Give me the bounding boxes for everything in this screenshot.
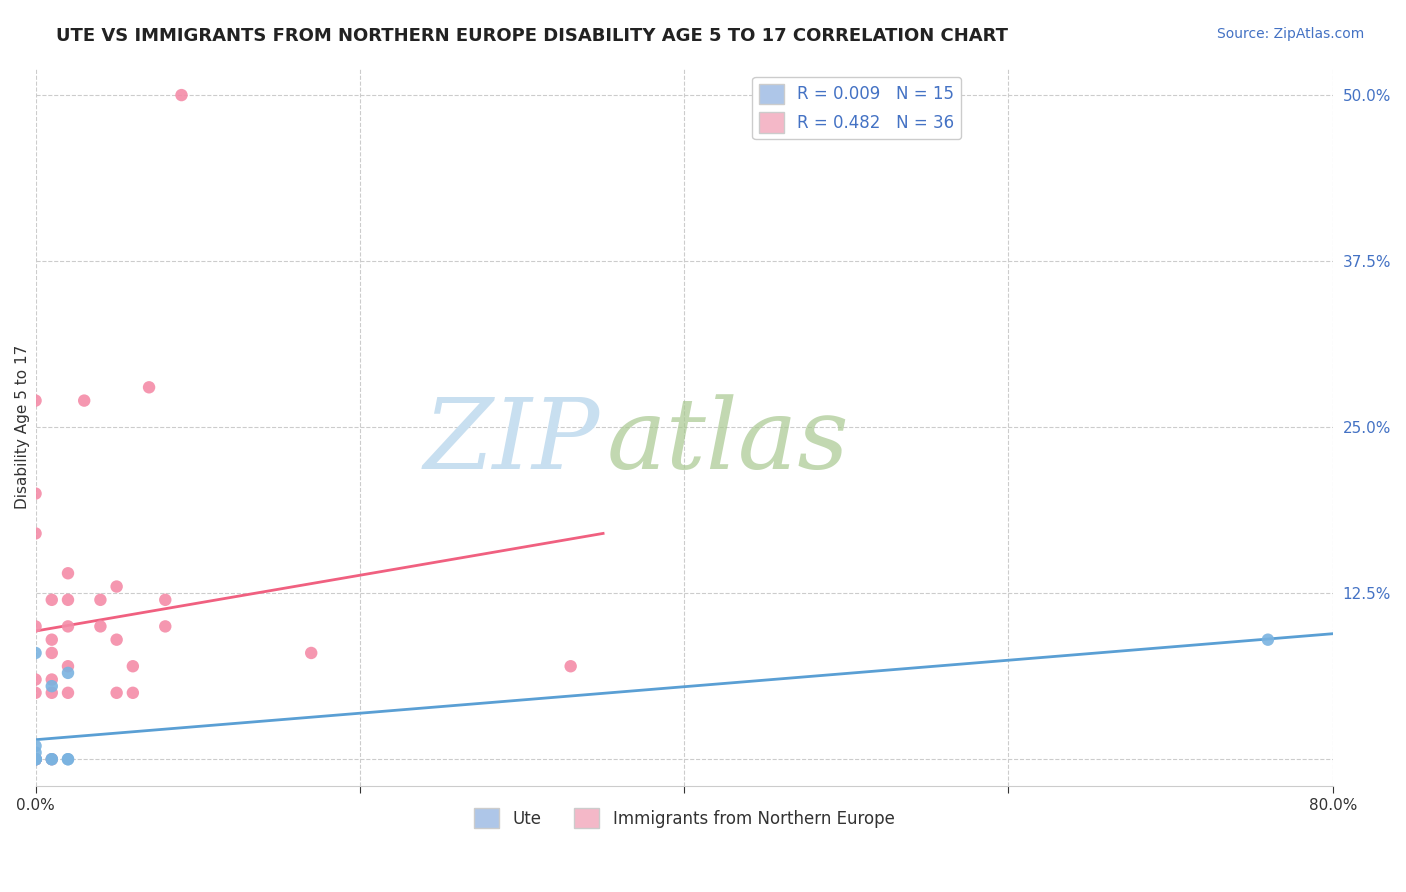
Point [41, 632, 63, 647]
Point [105, 686, 128, 700]
Point [24, 486, 46, 500]
Point [56, 686, 79, 700]
Point [121, 686, 143, 700]
Legend: Ute, Immigrants from Northern Europe: Ute, Immigrants from Northern Europe [467, 801, 901, 835]
Point [41, 686, 63, 700]
Point [73, 393, 96, 408]
Point [56, 752, 79, 766]
Point [56, 619, 79, 633]
Point [155, 592, 177, 607]
Y-axis label: Disability Age 5 to 17: Disability Age 5 to 17 [15, 345, 30, 509]
Point [41, 679, 63, 693]
Point [41, 752, 63, 766]
Point [56, 665, 79, 680]
Point [24, 752, 46, 766]
Point [24, 752, 46, 766]
Point [24, 686, 46, 700]
Point [24, 752, 46, 766]
Text: Source: ZipAtlas.com: Source: ZipAtlas.com [1216, 27, 1364, 41]
Point [41, 646, 63, 660]
Point [56, 659, 79, 673]
Point [24, 673, 46, 687]
Point [41, 592, 63, 607]
Point [24, 646, 46, 660]
Point [24, 752, 46, 766]
Point [56, 592, 79, 607]
Point [24, 752, 46, 766]
Point [299, 646, 322, 660]
Point [560, 659, 582, 673]
Point [24, 752, 46, 766]
Point [56, 566, 79, 581]
Point [155, 619, 177, 633]
Point [24, 752, 46, 766]
Text: ZIP: ZIP [423, 394, 600, 489]
Point [41, 752, 63, 766]
Point [138, 380, 160, 394]
Point [41, 673, 63, 687]
Point [24, 739, 46, 753]
Point [24, 619, 46, 633]
Point [105, 632, 128, 647]
Point [105, 580, 128, 594]
Text: UTE VS IMMIGRANTS FROM NORTHERN EUROPE DISABILITY AGE 5 TO 17 CORRELATION CHART: UTE VS IMMIGRANTS FROM NORTHERN EUROPE D… [56, 27, 1008, 45]
Point [1257, 632, 1279, 647]
Point [170, 88, 193, 103]
Point [56, 752, 79, 766]
Point [89, 619, 111, 633]
Point [24, 752, 46, 766]
Point [24, 752, 46, 766]
Point [89, 592, 111, 607]
Point [121, 659, 143, 673]
Point [24, 752, 46, 766]
Point [24, 746, 46, 760]
Text: atlas: atlas [606, 394, 849, 489]
Point [24, 526, 46, 541]
Point [41, 752, 63, 766]
Point [24, 393, 46, 408]
